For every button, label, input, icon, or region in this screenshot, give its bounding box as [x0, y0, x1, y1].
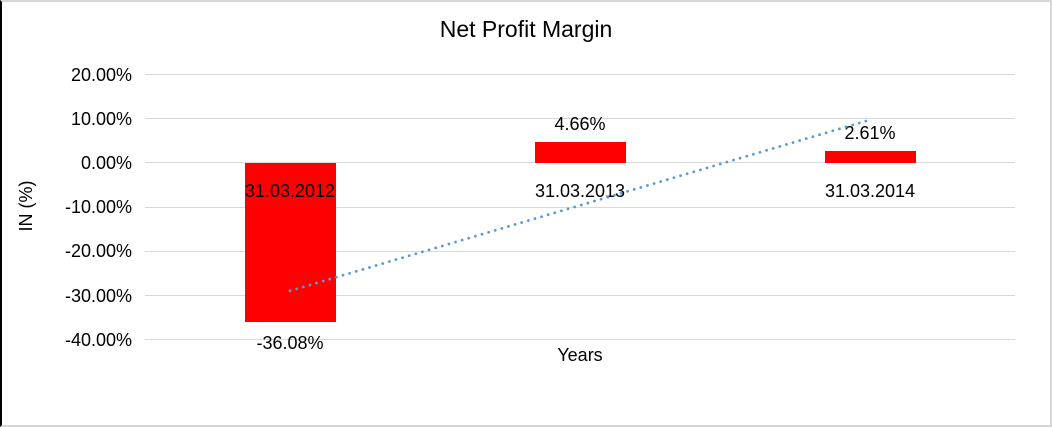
category-label: 31.03.2013	[534, 180, 626, 201]
category-label: 31.03.2012	[244, 180, 336, 201]
gridline	[145, 339, 1015, 341]
bar-31-03-2013	[534, 142, 626, 163]
y-axis-tick-label: -20.00%	[64, 241, 132, 262]
bar-31-03-2014	[824, 151, 916, 163]
y-axis-tick-label: 10.00%	[70, 108, 132, 129]
category-label: 31.03.2014	[824, 180, 916, 201]
gridline	[145, 74, 1015, 75]
y-axis-tick-label: 20.00%	[70, 64, 132, 85]
chart-title: Net Profit Margin	[439, 16, 613, 42]
value-label: 2.61%	[844, 123, 896, 144]
value-label: 4.66%	[554, 114, 606, 135]
y-axis-tick-label: -10.00%	[64, 197, 132, 218]
y-axis-tick-label: -40.00%	[64, 329, 132, 350]
value-label: -36.08%	[256, 333, 324, 354]
y-axis-tick-label: 0.00%	[80, 152, 132, 173]
x-axis-title: Years	[557, 345, 603, 365]
gridline	[145, 295, 1015, 296]
y-axis-tick-label: -30.00%	[64, 285, 132, 306]
